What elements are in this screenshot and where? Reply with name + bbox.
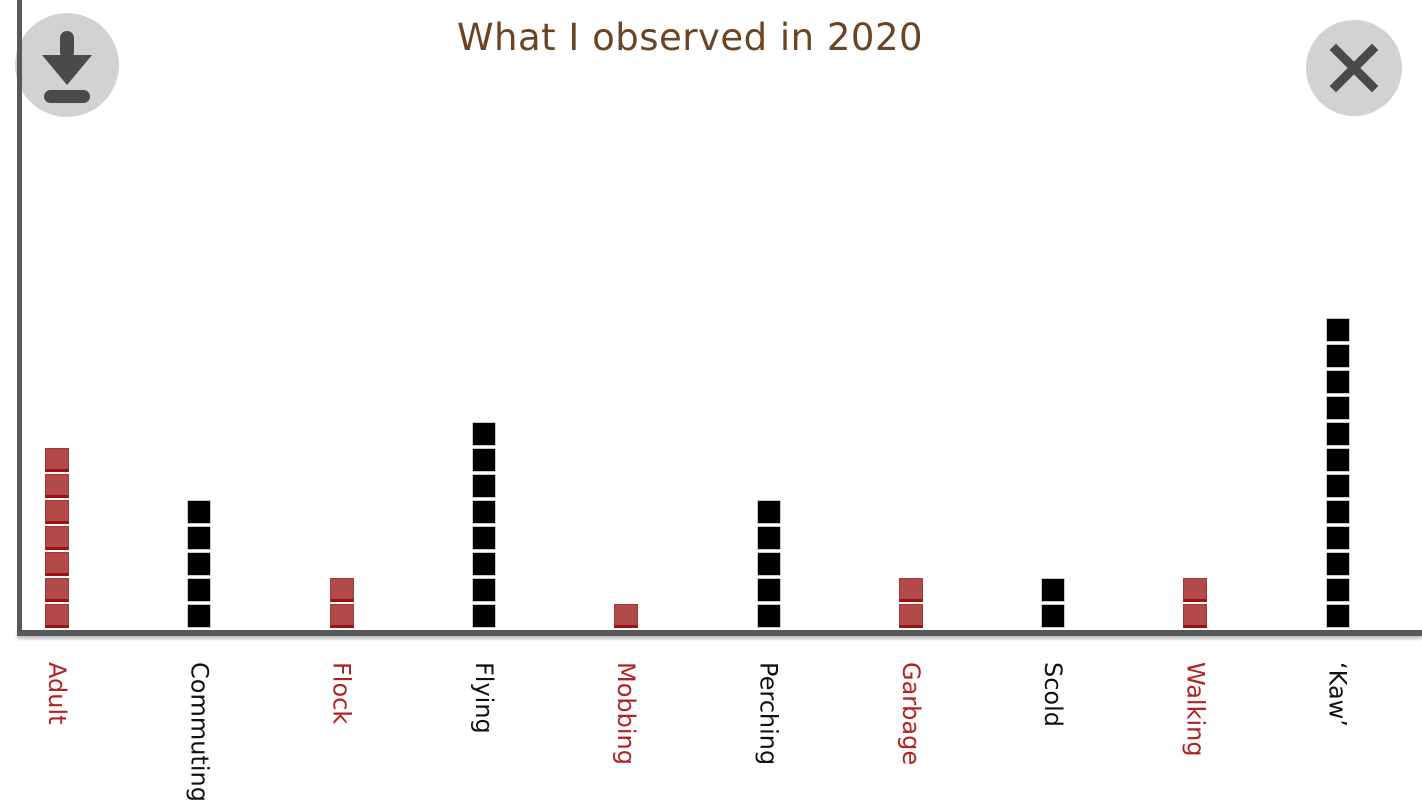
unit-square	[471, 604, 496, 628]
unit-square	[1325, 344, 1350, 368]
unit-square	[471, 448, 496, 472]
bar-garbage	[898, 578, 923, 628]
unit-square	[898, 578, 923, 602]
unit-square	[1325, 370, 1350, 394]
bar-flock	[329, 578, 354, 628]
download-icon	[42, 31, 92, 103]
x-label-flying: Flying	[469, 662, 498, 734]
bar-mobbing	[614, 604, 639, 628]
unit-square	[756, 526, 781, 550]
bar-scold	[1041, 578, 1066, 628]
x-label-commuting: Commuting	[185, 662, 214, 800]
bar-perching	[756, 500, 781, 628]
unit-square	[187, 604, 212, 628]
unit-square	[329, 578, 354, 602]
unit-square	[1183, 578, 1208, 602]
unit-square	[1041, 604, 1066, 628]
unit-square	[1325, 526, 1350, 550]
bar-adult	[45, 448, 69, 628]
unit-square	[1325, 604, 1350, 628]
x-label-walking: Walking	[1181, 662, 1210, 757]
unit-square	[1325, 396, 1350, 420]
unit-square	[756, 552, 781, 576]
unit-square	[187, 500, 212, 524]
unit-square	[1325, 500, 1350, 524]
unit-square	[756, 604, 781, 628]
x-label-adult: Adult	[43, 662, 71, 725]
unit-square	[756, 500, 781, 524]
unit-square	[45, 552, 69, 576]
unit-square	[45, 578, 69, 602]
unit-square	[187, 526, 212, 550]
unit-square	[756, 578, 781, 602]
x-label-garbage: Garbage	[896, 662, 925, 766]
unit-square	[1325, 448, 1350, 472]
unit-square	[187, 552, 212, 576]
unit-square	[614, 604, 639, 628]
close-button[interactable]	[1306, 20, 1402, 116]
unit-square	[45, 604, 69, 628]
unit-square	[187, 578, 212, 602]
x-label-scold: Scold	[1039, 662, 1068, 728]
bar-walking	[1183, 578, 1208, 628]
close-icon	[1329, 43, 1379, 93]
bar-kaw	[1325, 318, 1350, 628]
unit-square	[1325, 422, 1350, 446]
chart-title: What I observed in 2020	[456, 16, 924, 59]
unit-square	[471, 578, 496, 602]
unit-square	[45, 448, 69, 472]
unit-square	[471, 474, 496, 498]
bar-flying	[471, 422, 496, 628]
x-label-perching: Perching	[754, 662, 783, 766]
unit-square	[1325, 474, 1350, 498]
unit-square	[471, 552, 496, 576]
unit-square	[471, 422, 496, 446]
x-label-flock: Flock	[327, 662, 356, 725]
unit-square	[329, 604, 354, 628]
unit-square	[898, 604, 923, 628]
unit-square	[1183, 604, 1208, 628]
unit-square	[45, 526, 69, 550]
unit-square	[1325, 318, 1350, 342]
unit-square	[1041, 578, 1066, 602]
unit-square	[1325, 578, 1350, 602]
unit-square	[471, 500, 496, 524]
x-axis-line	[17, 630, 1422, 636]
y-axis-line	[17, 0, 22, 636]
bar-commuting	[187, 500, 212, 628]
download-button[interactable]	[15, 13, 119, 117]
unit-square	[1325, 552, 1350, 576]
x-label-mobbing: Mobbing	[612, 662, 641, 765]
unit-square	[45, 474, 69, 498]
unit-square	[45, 500, 69, 524]
unit-square	[471, 526, 496, 550]
x-label-kaw: ‘Kaw’	[1323, 662, 1352, 727]
